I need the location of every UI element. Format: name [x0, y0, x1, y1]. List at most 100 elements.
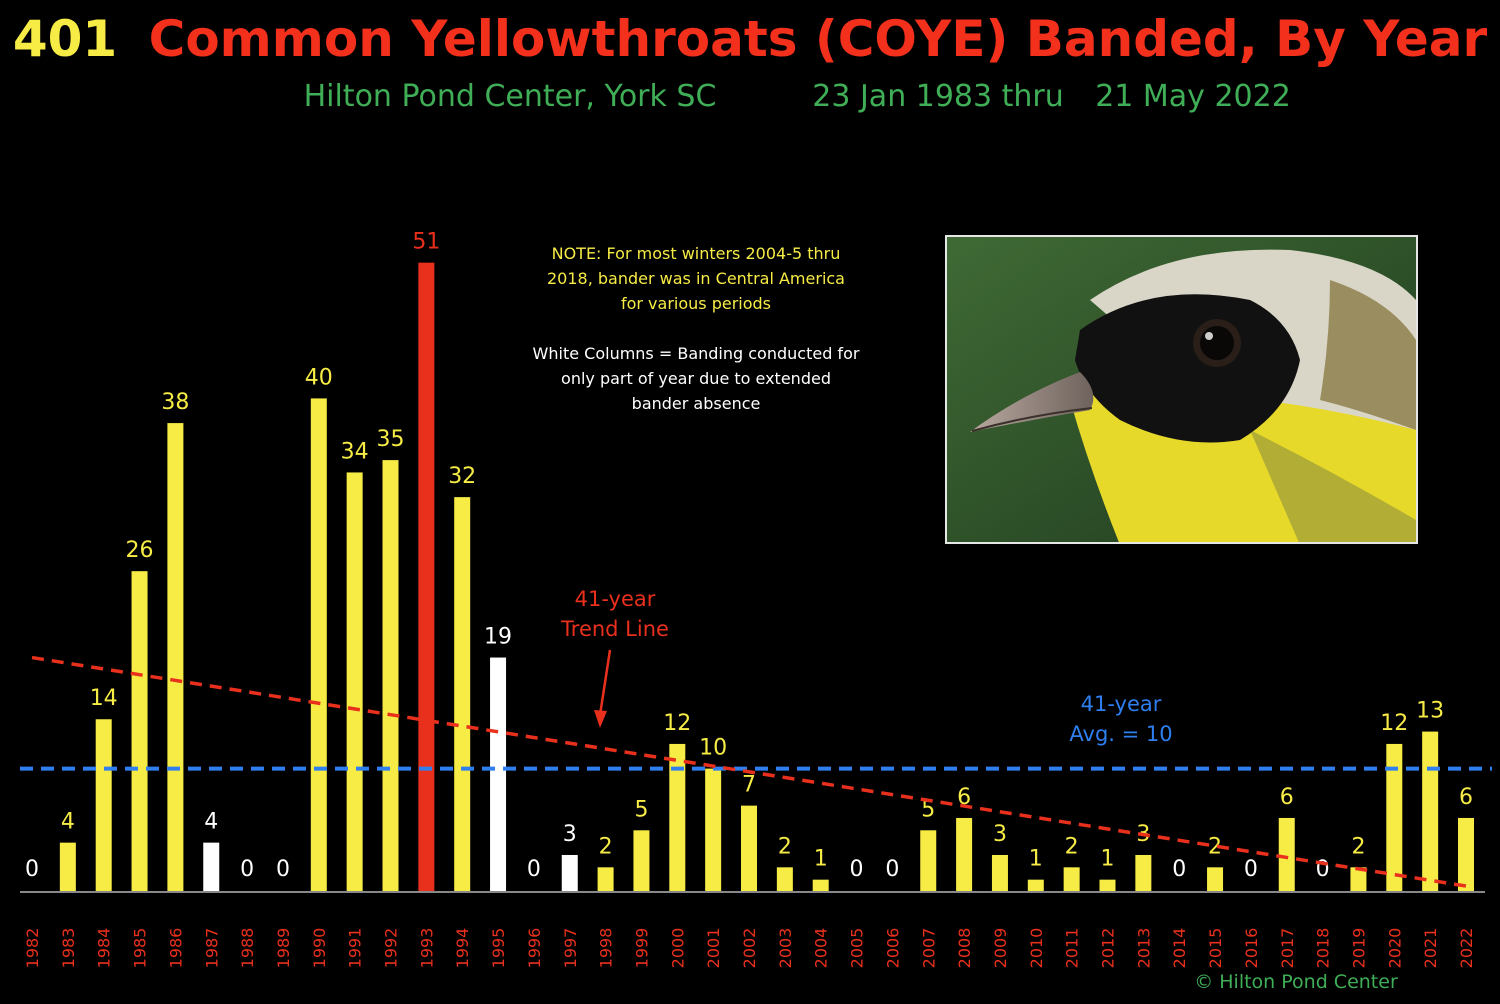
value-label-2002: 7	[742, 773, 756, 798]
bar-2001	[705, 768, 722, 892]
bar-2009	[991, 854, 1008, 892]
value-label-1986: 38	[161, 390, 189, 415]
avg-label-line: 41-year	[1081, 692, 1162, 716]
bar-2003	[776, 867, 793, 892]
bar-2013	[1135, 854, 1152, 892]
year-label-1990: 1990	[310, 928, 329, 969]
year-labels: 1982 1983 1984 1985 1986 1987 1988 1989 1990 1991…	[23, 928, 1476, 969]
year-label-1996: 1996	[525, 928, 544, 969]
bar-2022	[1458, 817, 1474, 892]
bar-1984	[95, 719, 112, 892]
value-label-1997: 3	[563, 822, 577, 847]
value-label-1991: 34	[341, 439, 369, 464]
year-label-2000: 2000	[668, 928, 687, 969]
value-label-2001: 10	[699, 736, 727, 761]
value-label-1982: 0	[25, 857, 39, 882]
value-label-2022: 6	[1459, 785, 1473, 810]
year-label-1982: 1982	[23, 928, 42, 969]
bar-2021	[1422, 731, 1439, 892]
bar-2004	[812, 879, 829, 892]
value-label-2005: 0	[850, 857, 864, 882]
note-line: NOTE: For most winters 2004-5 thru	[552, 244, 841, 263]
value-label-1988: 0	[240, 857, 254, 882]
bar-2007	[920, 830, 937, 892]
value-label-2004: 1	[814, 847, 828, 872]
year-label-2002: 2002	[740, 928, 759, 969]
year-label-1999: 1999	[632, 928, 651, 969]
year-label-1994: 1994	[453, 928, 472, 969]
average-label: 41-year Avg. = 10	[1069, 692, 1172, 746]
year-label-2003: 2003	[776, 928, 795, 969]
trend-label-line: Trend Line	[560, 617, 669, 641]
year-label-2001: 2001	[704, 928, 723, 969]
value-label-1985: 26	[126, 538, 154, 563]
trend-label-line: 41-year	[575, 587, 656, 611]
year-label-2021: 2021	[1421, 928, 1440, 969]
year-label-1983: 1983	[59, 928, 78, 969]
value-label-1999: 5	[634, 797, 648, 822]
year-label-1987: 1987	[202, 928, 221, 969]
bar-1995	[490, 657, 507, 892]
value-label-1994: 32	[448, 464, 476, 489]
value-label-2014: 0	[1172, 857, 1186, 882]
bar-2002	[741, 805, 757, 892]
value-label-1984: 14	[90, 686, 118, 711]
year-label-2004: 2004	[812, 928, 831, 969]
year-label-2016: 2016	[1242, 928, 1261, 969]
year-label-2012: 2012	[1099, 928, 1118, 969]
bar-1983	[59, 842, 76, 892]
value-label-2007: 5	[921, 797, 935, 822]
value-label-2009: 3	[993, 822, 1007, 847]
year-label-2017: 2017	[1278, 928, 1297, 969]
year-label-1991: 1991	[346, 928, 365, 969]
bar-1991	[346, 472, 363, 892]
copyright-text: © Hilton Pond Center	[1194, 971, 1398, 993]
note-line: 2018, bander was in Central America	[547, 269, 845, 288]
value-label-1993: 51	[412, 230, 440, 255]
bar-1993	[418, 262, 435, 892]
value-label-1998: 2	[599, 834, 613, 859]
title-rest: Common Yellowthroats (COYE) Banded, By Y…	[149, 10, 1488, 68]
common-yellowthroat-photo	[945, 235, 1418, 544]
bar-1987	[203, 842, 220, 892]
year-label-2011: 2011	[1063, 928, 1082, 969]
bar-2019	[1350, 867, 1367, 892]
bar-2011	[1063, 867, 1080, 892]
year-label-1992: 1992	[382, 928, 401, 969]
year-label-2022: 2022	[1457, 928, 1476, 969]
white-note-line: White Columns = Banding conducted for	[533, 344, 860, 363]
value-label-2000: 12	[663, 711, 691, 736]
chart-title: 401 Common Yellowthroats (COYE) Banded, …	[13, 10, 1488, 68]
title-count: 401	[13, 10, 117, 68]
year-label-1995: 1995	[489, 928, 508, 969]
avg-label-line: Avg. = 10	[1069, 722, 1172, 746]
year-label-2019: 2019	[1349, 928, 1368, 969]
value-label-2012: 1	[1101, 847, 1115, 872]
bar-1990	[310, 398, 327, 892]
bar-2000	[669, 743, 686, 892]
year-label-1989: 1989	[274, 928, 293, 969]
note-line: for various periods	[621, 294, 771, 313]
value-label-2020: 12	[1380, 711, 1408, 736]
trend-arrow-icon	[594, 649, 612, 728]
year-label-2005: 2005	[848, 928, 867, 969]
value-label-1987: 4	[204, 810, 218, 835]
value-label-2006: 0	[885, 857, 899, 882]
bar-1997	[561, 854, 578, 892]
year-label-2008: 2008	[955, 928, 974, 969]
year-label-2007: 2007	[919, 928, 938, 969]
value-label-1995: 19	[484, 625, 512, 650]
year-label-2010: 2010	[1027, 928, 1046, 969]
white-columns-note: White Columns = Banding conducted for on…	[533, 344, 860, 413]
value-label-2019: 2	[1351, 834, 1365, 859]
year-label-2013: 2013	[1134, 928, 1153, 969]
bar-2017	[1278, 817, 1295, 892]
bar-2010	[1027, 879, 1044, 892]
value-label-1983: 4	[61, 810, 75, 835]
value-label-2016: 0	[1244, 857, 1258, 882]
value-label-2010: 1	[1029, 847, 1043, 872]
year-label-2020: 2020	[1385, 928, 1404, 969]
bar-2020	[1386, 743, 1403, 892]
value-label-1996: 0	[527, 857, 541, 882]
